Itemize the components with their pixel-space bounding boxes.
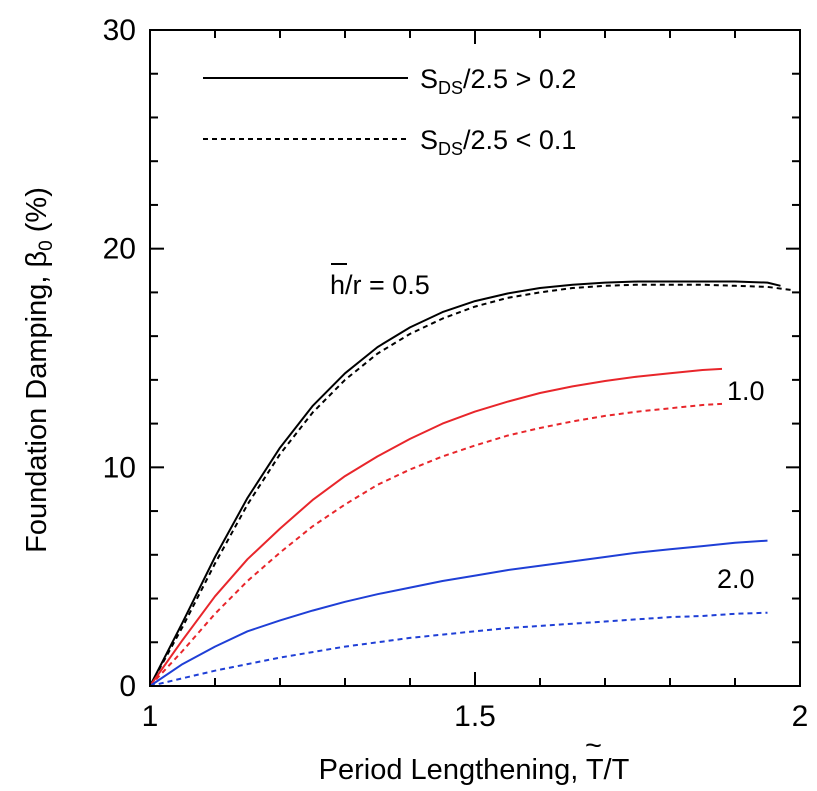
y-axis-title: Foundation Damping, β0 (%) <box>21 187 57 553</box>
tick-labels: 0 10 20 30 1 1.5 2 <box>103 14 809 733</box>
y-tick-label: 10 <box>103 451 136 484</box>
x-axis-title: Period Lengthening, T/T <box>319 754 630 786</box>
annotation-1-0: 1.0 <box>727 376 765 406</box>
tick-marks <box>149 29 801 687</box>
x-tick-label: 2 <box>792 700 809 733</box>
annotation-h-over-r: h/r = 0.5 <box>330 270 430 300</box>
y-tick-label: 0 <box>119 670 136 703</box>
series-layer <box>149 280 794 687</box>
y-tick-label: 20 <box>103 233 136 266</box>
curve-annotations: h/r = 0.5 1.0 2.0 <box>330 263 765 594</box>
legend-label-solid: SDS/2.5 > 0.2 <box>420 64 576 98</box>
legend-label-dotted: SDS/2.5 < 0.1 <box>420 125 576 159</box>
x-tick-label: 1 <box>142 700 159 733</box>
series-line-solid <box>149 539 768 687</box>
plot-frame <box>149 29 801 687</box>
x-tick-label: 1.5 <box>454 700 496 733</box>
annotation-2-0: 2.0 <box>717 564 755 594</box>
series-line-dotted <box>149 283 794 687</box>
y-tick-label: 30 <box>103 14 136 47</box>
series-line-dotted <box>149 402 723 687</box>
series-line-solid <box>149 280 781 687</box>
x-axis-title-tilde: ~ <box>585 730 602 762</box>
legend: SDS/2.5 > 0.2 SDS/2.5 < 0.1 <box>203 64 576 159</box>
series-line-solid <box>149 367 723 687</box>
